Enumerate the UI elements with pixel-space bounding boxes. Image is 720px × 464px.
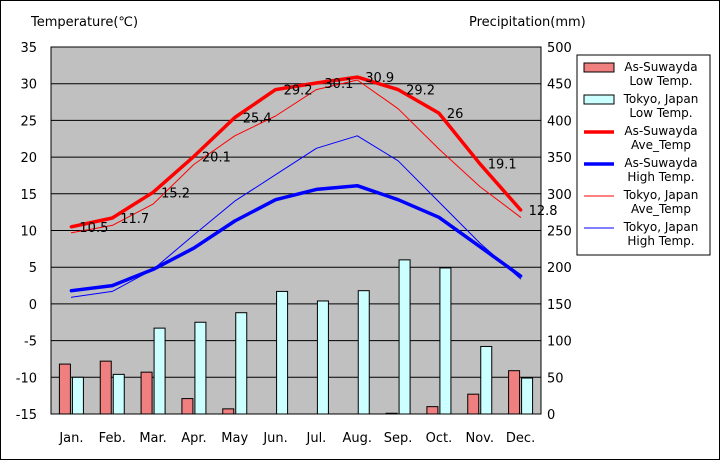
x-tick-label: Dec. xyxy=(506,431,535,446)
precip-bar xyxy=(181,398,194,415)
data-label: 10.5 xyxy=(79,221,108,236)
series-line xyxy=(69,75,523,229)
right-tick-label: 250 xyxy=(547,225,572,240)
series-line xyxy=(70,79,522,234)
precip-bar xyxy=(426,406,439,415)
precip-bar xyxy=(357,290,370,415)
left-tick-label: 25 xyxy=(20,114,37,129)
precip-bar xyxy=(222,408,235,415)
legend-label: High Temp. xyxy=(627,234,694,248)
right-tick-label: 150 xyxy=(547,298,572,313)
data-label: 15.2 xyxy=(161,186,190,201)
legend-label: As-Suwayda xyxy=(624,156,697,170)
data-label: 26 xyxy=(447,107,464,122)
left-axis-title: Temperature(℃) xyxy=(30,15,138,30)
right-tick-label: 450 xyxy=(547,78,572,93)
legend-swatch xyxy=(583,62,615,73)
x-axis-ticks: Jan. Feb. Mar. Apr. May Jun. Jul. Aug. Sep. Oct. N… xyxy=(58,431,535,446)
left-tick-label: 0 xyxy=(29,298,37,313)
legend-label: Tokyo, Japan xyxy=(623,220,699,234)
x-tick-label: Sep. xyxy=(384,431,413,446)
lines-layer xyxy=(69,75,523,298)
right-tick-label: 400 xyxy=(547,114,572,129)
precip-bar xyxy=(112,373,125,415)
x-tick-label: Oct. xyxy=(426,431,453,446)
data-label: 20.1 xyxy=(202,150,231,165)
left-tick-label: 10 xyxy=(20,225,37,240)
precip-bar xyxy=(467,393,480,415)
right-tick-label: 350 xyxy=(547,151,572,166)
data-label: 11.7 xyxy=(120,212,149,227)
x-tick-label: Apr. xyxy=(181,431,206,446)
data-labels-layer: 10.5 11.7 15.2 20.1 25.4 29.2 30.1 30.9 29.2 26 19… xyxy=(79,71,557,236)
data-label: 29.2 xyxy=(284,84,313,99)
right-tick-label: 100 xyxy=(547,335,572,350)
left-tick-label: -15 xyxy=(16,408,37,423)
plot-border xyxy=(50,46,542,415)
data-label: 30.9 xyxy=(365,71,394,86)
precip-bar xyxy=(439,267,452,415)
legend-label: Tokyo, Japan xyxy=(623,188,699,202)
left-tick-label: 5 xyxy=(29,261,37,276)
precip-bar xyxy=(71,376,84,415)
precip-bar xyxy=(398,259,411,415)
right-axis-title: Precipitation(mm) xyxy=(469,15,586,30)
left-tick-label: 20 xyxy=(20,151,37,166)
legend-label: Ave_Temp xyxy=(631,202,691,216)
right-tick-label: 50 xyxy=(547,371,564,386)
left-tick-label: 35 xyxy=(20,41,37,56)
legend-label: Low Temp. xyxy=(629,74,692,88)
series-line xyxy=(69,183,523,293)
right-tick-label: 500 xyxy=(547,41,572,56)
precip-bar xyxy=(99,360,112,415)
precip-bar xyxy=(480,345,493,415)
x-tick-label: Jul. xyxy=(306,431,327,446)
precip-bar xyxy=(58,363,71,415)
x-tick-label: Feb. xyxy=(99,431,126,446)
legend-label: Low Temp. xyxy=(629,106,692,120)
precip-bar xyxy=(508,370,521,415)
right-tick-label: 300 xyxy=(547,188,572,203)
left-tick-label: -5 xyxy=(24,335,37,350)
x-tick-label: Jan. xyxy=(58,431,83,446)
precip-bar xyxy=(153,327,166,415)
precip-bar xyxy=(521,377,534,415)
legend-label: Ave_Temp xyxy=(631,138,691,152)
left-tick-label: -10 xyxy=(16,371,37,386)
left-tick-label: 15 xyxy=(20,188,37,203)
x-tick-label: Jun. xyxy=(262,431,287,446)
legend-label: Tokyo, Japan xyxy=(623,92,699,106)
data-label: 25.4 xyxy=(243,111,272,126)
right-tick-label: 200 xyxy=(547,261,572,276)
data-label: 29.2 xyxy=(406,84,435,99)
precip-bar xyxy=(276,290,289,415)
x-tick-label: May xyxy=(221,431,248,446)
x-tick-label: Mar. xyxy=(139,431,166,446)
legend-swatch xyxy=(583,94,615,105)
precip-bar xyxy=(316,300,329,415)
precip-bar xyxy=(140,371,153,415)
right-tick-label: 0 xyxy=(547,408,555,423)
legend-label: As-Suwayda xyxy=(624,60,697,74)
left-axis-ticks: 35 30 25 20 15 10 5 0 -5 -10 -15 xyxy=(16,41,37,423)
precip-bar xyxy=(235,312,248,415)
data-label: 30.1 xyxy=(324,77,353,92)
x-tick-label: Aug. xyxy=(342,431,372,446)
left-tick-label: 30 xyxy=(20,78,37,93)
legend-label: As-Suwayda xyxy=(624,124,697,138)
data-label: 12.8 xyxy=(529,204,558,219)
x-tick-label: Nov. xyxy=(466,431,495,446)
legend-box xyxy=(576,54,711,256)
data-label: 19.1 xyxy=(488,158,517,173)
legend-label: High Temp. xyxy=(627,170,694,184)
precip-bar xyxy=(194,321,207,415)
